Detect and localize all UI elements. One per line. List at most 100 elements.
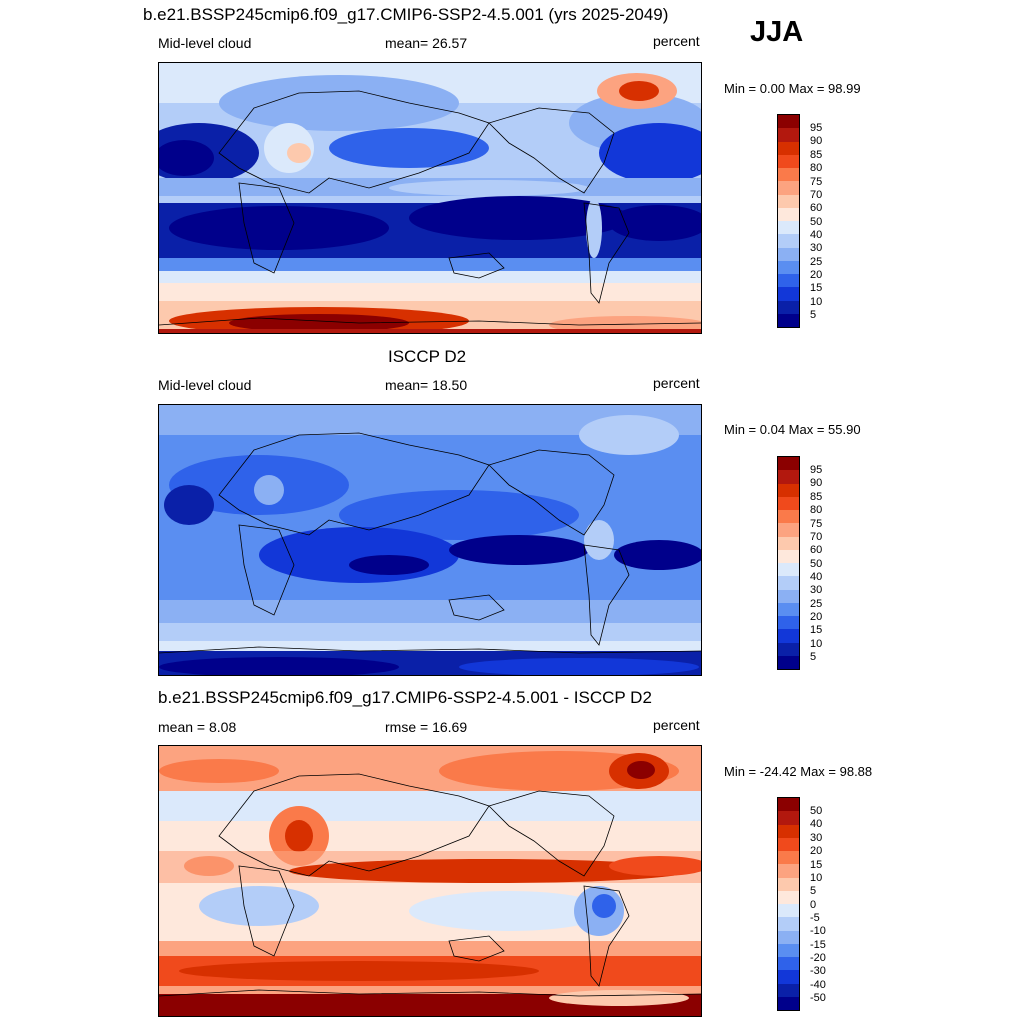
colorbar-swatch (778, 589, 799, 603)
colorbar-label: 5 (810, 309, 817, 321)
colorbar-swatch (778, 181, 799, 195)
colorbar-swatch (778, 890, 799, 904)
colorbar-label: 15 (810, 859, 823, 871)
colorbar-swatch (778, 207, 799, 221)
colorbar-label: -10 (810, 925, 826, 937)
colorbar-swatch (778, 274, 799, 288)
colorbar-label: 85 (810, 149, 823, 161)
colorbar-swatch (778, 798, 799, 812)
colorbar-label: 95 (810, 122, 823, 134)
colorbar-swatch (778, 576, 799, 590)
colorbar-swatch (778, 128, 799, 142)
colorbar-label: 0 (810, 899, 817, 911)
panel3-title: b.e21.BSSP245cmip6.f09_g17.CMIP6-SSP2-4.… (158, 688, 652, 707)
colorbar-swatch (778, 824, 799, 838)
colorbar-swatch (778, 629, 799, 643)
panel3-minmax: Min = -24.42 Max = 98.88 (724, 764, 873, 779)
colorbar-label: 20 (810, 845, 823, 857)
colorbar-label: 5 (810, 885, 817, 897)
panel2-map (158, 404, 702, 676)
colorbar-label: -15 (810, 939, 826, 951)
season-label: JJA (750, 16, 804, 48)
panel1-variable-label: Mid-level cloud (158, 35, 252, 51)
colorbar-swatch (778, 983, 799, 997)
colorbar-label: 10 (810, 872, 823, 884)
colorbar-label: 60 (810, 202, 823, 214)
colorbar-swatch (778, 457, 799, 471)
colorbar-label: 20 (810, 611, 823, 623)
colorbar-label: 15 (810, 624, 823, 636)
colorbar-label: 25 (810, 598, 823, 610)
panel1-units-label: percent (653, 33, 700, 49)
colorbar-label: 50 (810, 805, 823, 817)
panel2-map-field (159, 405, 701, 675)
colorbar-swatch (778, 904, 799, 918)
panel3-map (158, 745, 702, 1017)
colorbar-swatch (778, 957, 799, 971)
colorbar-label: 25 (810, 256, 823, 268)
colorbar-label: 60 (810, 544, 823, 556)
panel3-rmse-label: rmse = 16.69 (385, 719, 468, 735)
colorbar-swatch (778, 851, 799, 865)
colorbar-label: 90 (810, 477, 823, 489)
panel3-map-field (159, 746, 701, 1016)
colorbar-swatch (778, 483, 799, 497)
panel2-mean-label: mean= 18.50 (385, 377, 468, 393)
colorbar-swatch (778, 996, 799, 1010)
panel2-minmax: Min = 0.04 Max = 55.90 (724, 422, 861, 437)
colorbar-swatch (778, 168, 799, 182)
colorbar-swatch (778, 642, 799, 656)
colorbar-swatch (778, 510, 799, 524)
colorbar-label: 75 (810, 518, 823, 530)
colorbar-swatch (778, 602, 799, 616)
colorbar-label: 30 (810, 584, 823, 596)
colorbar-label: 75 (810, 176, 823, 188)
colorbar-swatch (778, 655, 799, 669)
colorbar-label: 70 (810, 531, 823, 543)
colorbar-swatch (778, 811, 799, 825)
colorbar-swatch (778, 563, 799, 577)
colorbar-swatch (778, 877, 799, 891)
panel3-units-label: percent (653, 717, 700, 733)
colorbar-label: 90 (810, 135, 823, 147)
colorbar-swatch (778, 221, 799, 235)
colorbar-swatch (778, 864, 799, 878)
colorbar-swatch (778, 287, 799, 301)
colorbar-label: 15 (810, 282, 823, 294)
colorbar-swatch (778, 930, 799, 944)
colorbar-label: -5 (810, 912, 820, 924)
panel1-map-field (159, 63, 701, 333)
colorbar-swatch (778, 154, 799, 168)
colorbar-swatch (778, 260, 799, 274)
colorbar-swatch (778, 247, 799, 261)
colorbar-label: -40 (810, 979, 826, 991)
colorbar-label: -50 (810, 992, 826, 1004)
colorbar-swatch (778, 523, 799, 537)
colorbar-label: 80 (810, 162, 823, 174)
colorbar-label: 40 (810, 818, 823, 830)
panel1-colorbar (777, 114, 800, 328)
colorbar-label: 50 (810, 216, 823, 228)
panel1-map (158, 62, 702, 334)
panel1-title: b.e21.BSSP245cmip6.f09_g17.CMIP6-SSP2-4.… (143, 5, 669, 24)
colorbar-label: 80 (810, 504, 823, 516)
colorbar-swatch (778, 470, 799, 484)
colorbar-label: 10 (810, 638, 823, 650)
colorbar-label: 30 (810, 832, 823, 844)
colorbar-label: 5 (810, 651, 817, 663)
colorbar-label: 50 (810, 558, 823, 570)
colorbar-swatch (778, 943, 799, 957)
panel1-mean-label: mean= 26.57 (385, 35, 468, 51)
panel2-units-label: percent (653, 375, 700, 391)
colorbar-swatch (778, 496, 799, 510)
colorbar-label: 40 (810, 571, 823, 583)
panel2-colorbar (777, 456, 800, 670)
panel3-mean-label: mean = 8.08 (158, 719, 237, 735)
panel1-minmax: Min = 0.00 Max = 98.99 (724, 81, 861, 96)
panel2-variable-label: Mid-level cloud (158, 377, 252, 393)
panel3-colorbar (777, 797, 800, 1011)
colorbar-swatch (778, 837, 799, 851)
colorbar-label: 30 (810, 242, 823, 254)
colorbar-label: -20 (810, 952, 826, 964)
colorbar-swatch (778, 970, 799, 984)
